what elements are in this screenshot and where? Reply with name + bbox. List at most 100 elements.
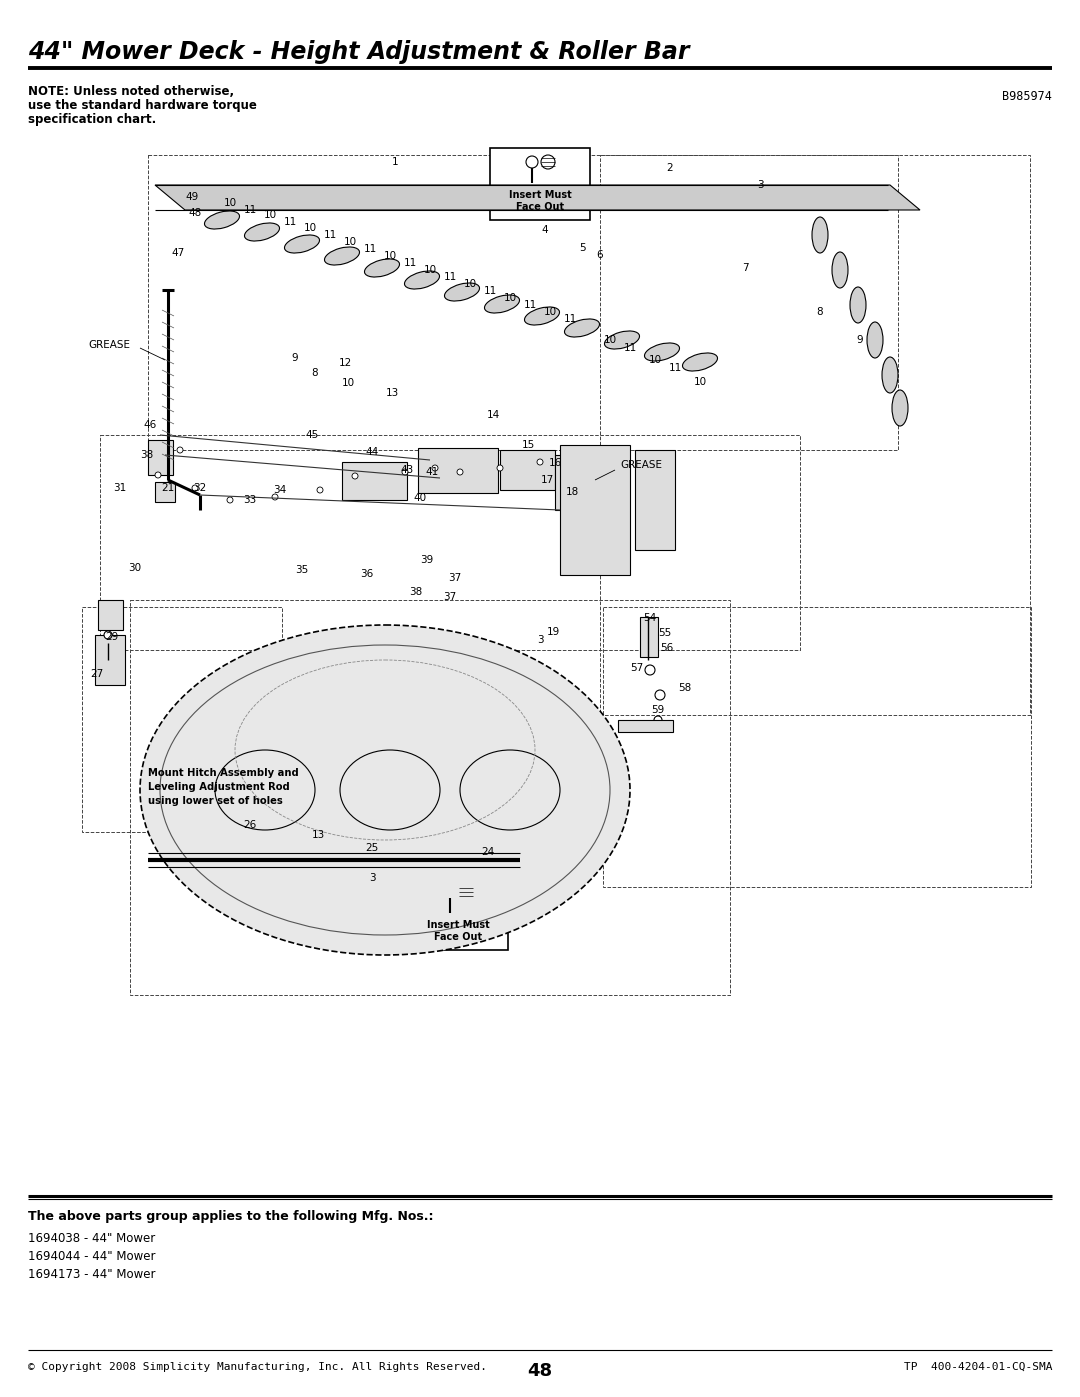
Text: 12: 12	[338, 358, 352, 367]
Bar	[95, 636, 125, 685]
Ellipse shape	[324, 247, 360, 265]
Ellipse shape	[565, 319, 599, 337]
Text: 48: 48	[188, 208, 202, 218]
Text: 55: 55	[659, 629, 672, 638]
Text: 38: 38	[140, 450, 153, 460]
Ellipse shape	[177, 447, 183, 453]
Ellipse shape	[444, 886, 456, 898]
Text: 3: 3	[757, 180, 764, 190]
Ellipse shape	[284, 235, 320, 253]
Text: 43: 43	[401, 465, 414, 475]
Bar	[561, 446, 630, 576]
Bar	[408, 877, 508, 950]
Ellipse shape	[645, 665, 654, 675]
Text: 9: 9	[856, 335, 863, 345]
Ellipse shape	[645, 344, 679, 360]
Text: 11: 11	[623, 344, 636, 353]
Ellipse shape	[832, 251, 848, 288]
Text: 8: 8	[312, 367, 319, 379]
Ellipse shape	[812, 217, 828, 253]
Text: 37: 37	[448, 573, 461, 583]
Text: 11: 11	[524, 300, 537, 310]
Text: 10: 10	[303, 224, 316, 233]
Text: 1694044 - 44" Mower: 1694044 - 44" Mower	[28, 1250, 156, 1263]
Bar	[82, 608, 282, 833]
Ellipse shape	[352, 474, 357, 479]
Text: 32: 32	[193, 483, 206, 493]
Text: 39: 39	[420, 555, 434, 564]
Text: 46: 46	[144, 420, 157, 430]
Ellipse shape	[485, 295, 519, 313]
Text: 15: 15	[522, 440, 535, 450]
Ellipse shape	[192, 485, 198, 490]
Text: 47: 47	[172, 249, 185, 258]
Text: 1694173 - 44" Mower: 1694173 - 44" Mower	[28, 1268, 156, 1281]
Ellipse shape	[537, 460, 543, 465]
Text: Face Out: Face Out	[516, 203, 564, 212]
Ellipse shape	[445, 284, 480, 300]
Text: 21: 21	[161, 483, 175, 493]
Text: 13: 13	[386, 388, 399, 398]
Text: 36: 36	[361, 569, 374, 578]
Bar	[618, 719, 673, 732]
Text: 30: 30	[129, 563, 141, 573]
Text: 11: 11	[444, 272, 457, 282]
Text: 3: 3	[537, 636, 543, 645]
Text: specification chart.: specification chart.	[28, 113, 157, 126]
Ellipse shape	[654, 690, 665, 700]
Text: 44: 44	[365, 447, 379, 457]
Text: 10: 10	[604, 335, 617, 345]
Text: 11: 11	[363, 244, 377, 254]
Text: 48: 48	[527, 1362, 553, 1380]
Bar	[98, 599, 123, 630]
Ellipse shape	[526, 156, 538, 168]
Text: 11: 11	[403, 258, 417, 268]
Text: 11: 11	[243, 205, 257, 215]
Bar	[148, 440, 173, 475]
Ellipse shape	[850, 286, 866, 323]
Bar	[600, 155, 1030, 715]
Text: 33: 33	[243, 495, 257, 504]
Text: 18: 18	[565, 488, 579, 497]
Text: 27: 27	[91, 669, 104, 679]
Text: 25: 25	[365, 842, 379, 854]
Text: 49: 49	[186, 191, 199, 203]
Text: 10: 10	[543, 307, 556, 317]
Text: 10: 10	[343, 237, 356, 247]
Ellipse shape	[402, 469, 408, 475]
Text: GREASE: GREASE	[620, 460, 662, 469]
Text: 4: 4	[542, 225, 549, 235]
Text: 58: 58	[678, 683, 691, 693]
Text: 13: 13	[311, 830, 325, 840]
Bar	[490, 148, 590, 219]
Text: 16: 16	[549, 458, 562, 468]
Bar	[640, 617, 658, 657]
Text: 1694038 - 44" Mower: 1694038 - 44" Mower	[28, 1232, 156, 1245]
Text: 11: 11	[669, 363, 681, 373]
Ellipse shape	[497, 465, 503, 471]
Text: use the standard hardware torque: use the standard hardware torque	[28, 99, 257, 112]
Text: 14: 14	[486, 409, 500, 420]
Ellipse shape	[318, 488, 323, 493]
Text: Mount Hitch Assembly and
Leveling Adjustment Rod
using lower set of holes: Mount Hitch Assembly and Leveling Adjust…	[148, 768, 299, 806]
Text: 59: 59	[651, 705, 664, 715]
Text: 10: 10	[423, 265, 436, 275]
Text: The above parts group applies to the following Mfg. Nos.:: The above parts group applies to the fol…	[28, 1210, 433, 1222]
Text: 24: 24	[482, 847, 495, 856]
Ellipse shape	[432, 465, 438, 471]
Text: 56: 56	[660, 643, 674, 652]
Polygon shape	[156, 184, 920, 210]
Text: 10: 10	[224, 198, 237, 208]
Text: TP  400-4204-01-CQ-SMA: TP 400-4204-01-CQ-SMA	[904, 1362, 1052, 1372]
Text: GREASE: GREASE	[87, 339, 130, 351]
Text: 6: 6	[596, 250, 604, 260]
Text: 2: 2	[666, 163, 673, 173]
Ellipse shape	[457, 469, 463, 475]
Text: 26: 26	[243, 820, 257, 830]
Text: 17: 17	[540, 475, 554, 485]
Bar	[342, 462, 407, 500]
Ellipse shape	[683, 353, 717, 372]
Bar	[148, 155, 897, 450]
Text: 34: 34	[273, 485, 286, 495]
Bar	[100, 434, 800, 650]
